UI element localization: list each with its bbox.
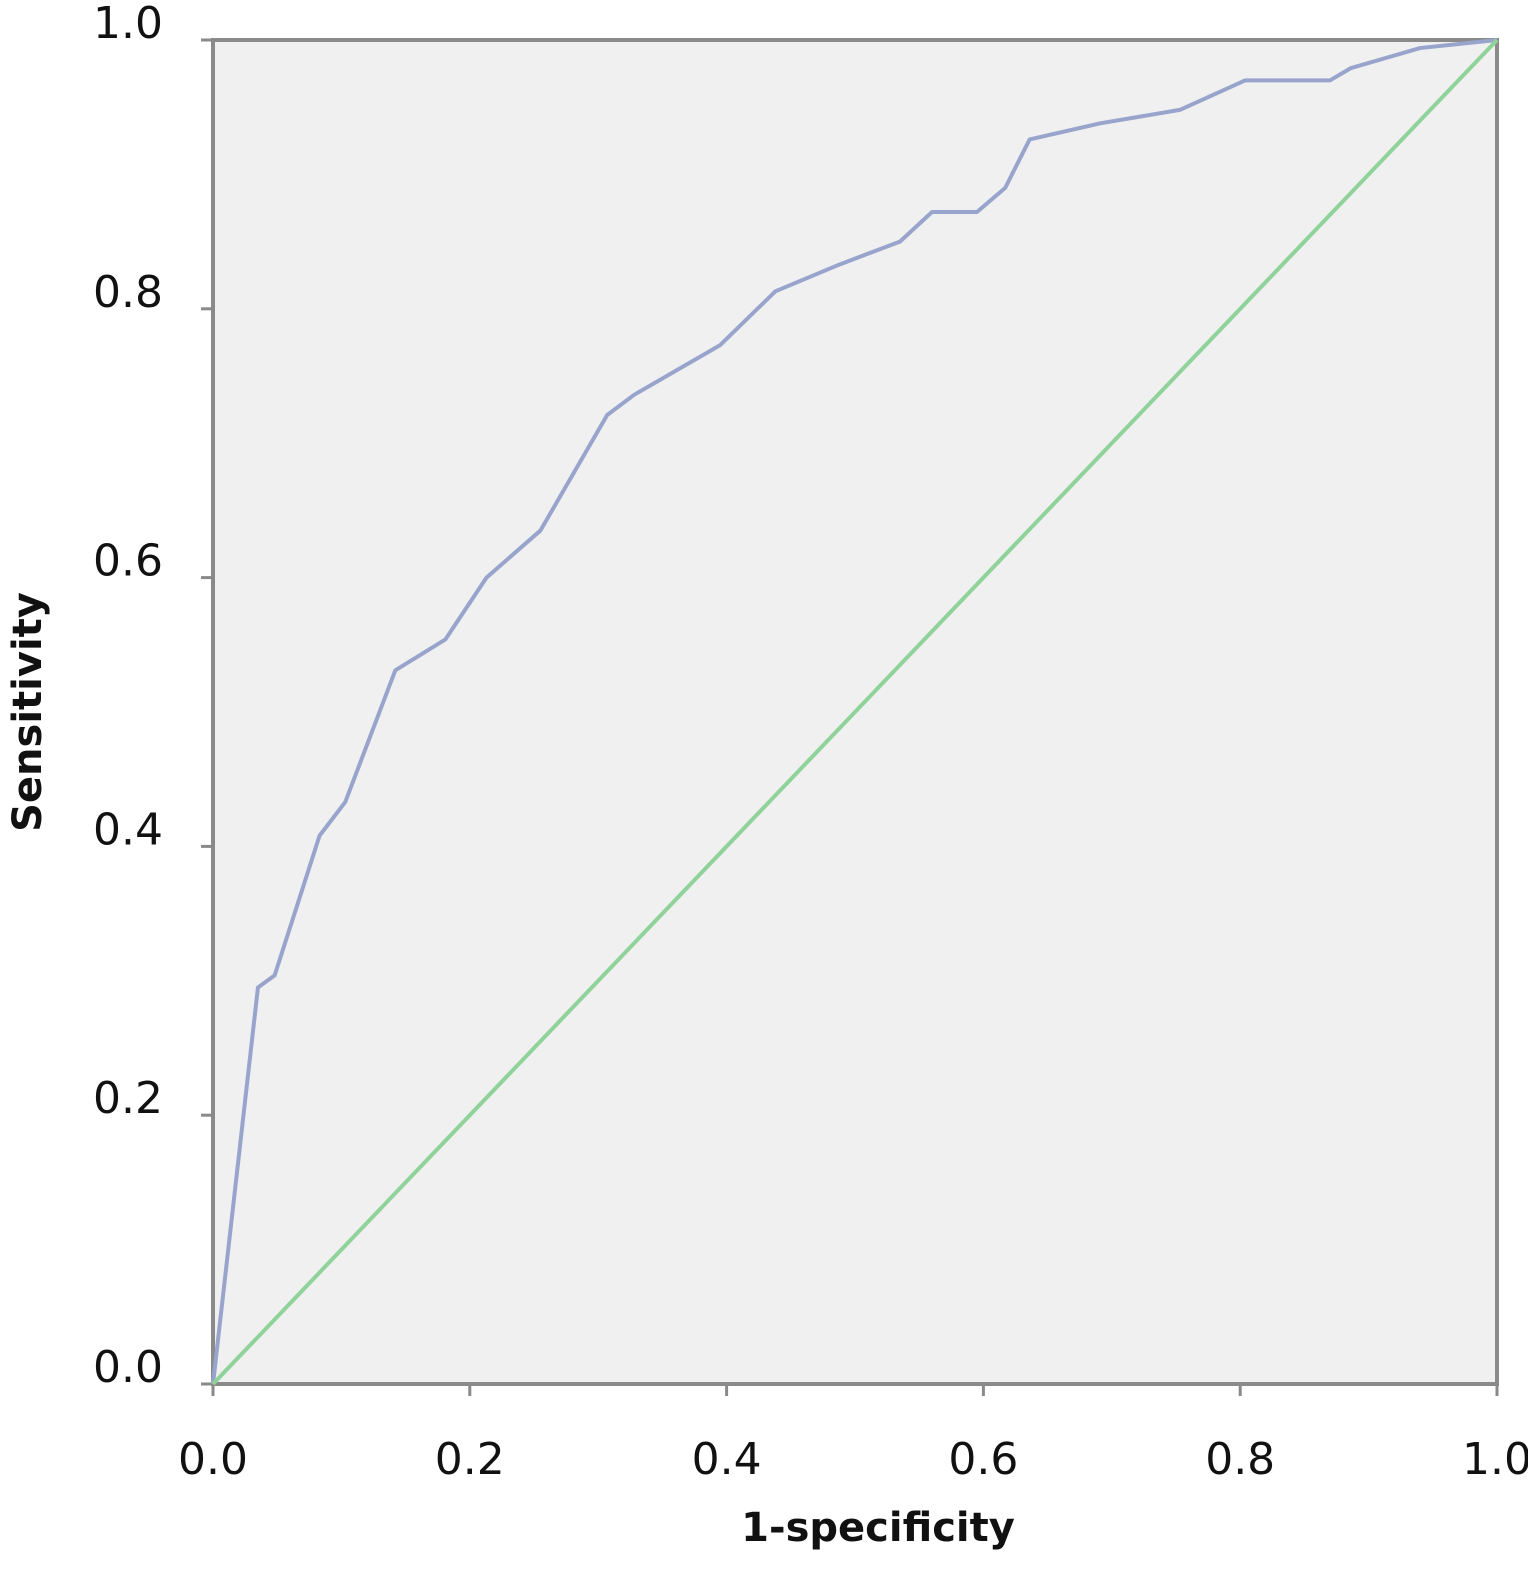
series-line xyxy=(211,38,1499,1386)
series-line xyxy=(211,38,1498,1385)
y-tick-label: 0.2 xyxy=(93,1073,163,1124)
x-tick-label: 0.0 xyxy=(178,1434,248,1485)
x-tick-label: 1.0 xyxy=(1462,1434,1528,1485)
x-tick-label: 0.4 xyxy=(692,1434,762,1485)
x-tick-label: 0.6 xyxy=(948,1434,1018,1485)
y-tick-label: 0.8 xyxy=(93,267,163,318)
y-tick-label: 0.0 xyxy=(93,1342,163,1393)
x-tick-label: 0.2 xyxy=(435,1434,505,1485)
x-axis-title: 1-specificity xyxy=(741,1505,1015,1551)
x-tick-label: 0.8 xyxy=(1205,1434,1275,1485)
y-tick-label: 0.4 xyxy=(93,804,163,855)
y-axis-title: Sensitivity xyxy=(5,592,51,832)
y-tick-label: 1.0 xyxy=(93,0,163,49)
y-tick-label: 0.6 xyxy=(93,536,163,587)
